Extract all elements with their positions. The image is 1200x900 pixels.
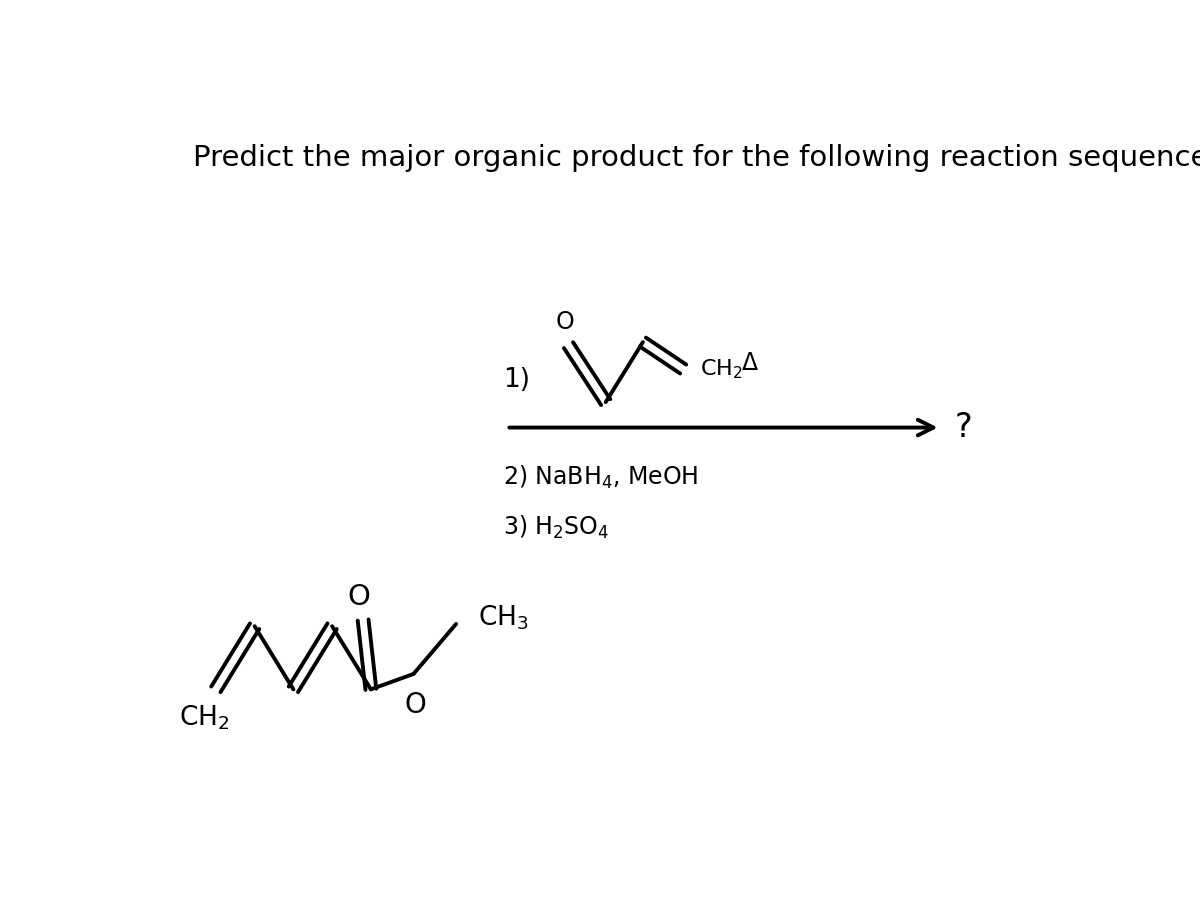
Text: O: O bbox=[556, 310, 574, 335]
Text: ?: ? bbox=[954, 411, 972, 444]
Text: 3) H$_2$SO$_4$: 3) H$_2$SO$_4$ bbox=[503, 514, 608, 541]
Text: 2) NaBH$_4$, MeOH: 2) NaBH$_4$, MeOH bbox=[503, 464, 698, 491]
Text: O: O bbox=[404, 691, 426, 719]
Text: Δ: Δ bbox=[742, 351, 757, 375]
Text: Predict the major organic product for the following reaction sequence.: Predict the major organic product for th… bbox=[193, 144, 1200, 172]
Text: CH$_2$: CH$_2$ bbox=[179, 703, 229, 732]
Text: O: O bbox=[348, 583, 371, 611]
Text: CH$_3$: CH$_3$ bbox=[478, 604, 528, 632]
Text: 1): 1) bbox=[503, 367, 529, 392]
Text: CH$_2$: CH$_2$ bbox=[701, 357, 743, 381]
